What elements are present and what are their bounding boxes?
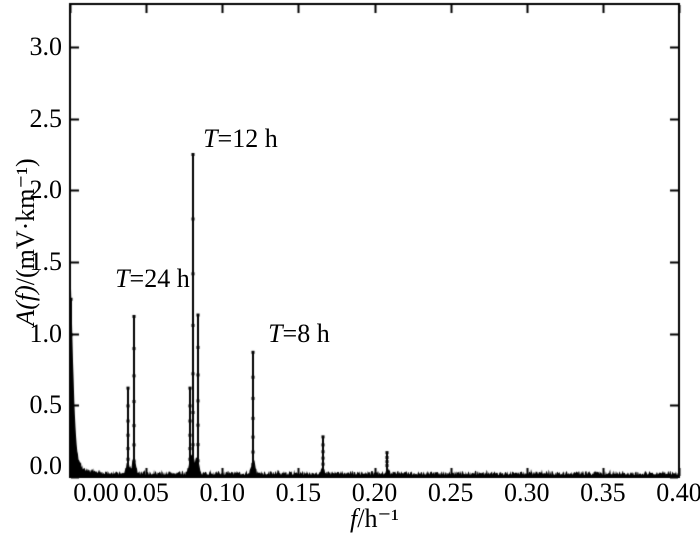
- y-axis-units: /(mV·km⁻¹): [11, 158, 40, 286]
- annotation-t12h: T=12 h: [203, 126, 278, 152]
- y-tick-label: 3.0: [29, 32, 63, 61]
- x-axis-variable: f: [350, 504, 358, 533]
- x-tick-label: 0.05: [123, 478, 169, 507]
- annotation-t8h-var: T: [268, 319, 283, 349]
- x-tick-label: 0.40: [656, 478, 700, 507]
- y-tick-label: 2.5: [29, 103, 63, 133]
- x-tick-label: 0.20: [351, 478, 398, 507]
- annotation-t8h: T=8 h: [268, 321, 330, 347]
- x-tick-label: 0.10: [199, 478, 246, 507]
- x-axis-title: f/h⁻¹: [70, 505, 679, 533]
- annotation-t24h: T=24 h: [115, 266, 190, 292]
- y-tick-label: 2.0: [29, 175, 63, 205]
- y-axis-title: A(f)/(mV·km⁻¹): [11, 92, 40, 392]
- x-tick-label: 0.15: [275, 478, 322, 507]
- x-tick-label: 0.35: [580, 478, 626, 507]
- annotation-t24h-var: T: [115, 264, 130, 294]
- y-tick-label: 0.0: [29, 451, 63, 480]
- y-tick-label: 0.5: [29, 390, 63, 420]
- annotation-t8h-text: =8 h: [282, 319, 330, 349]
- annotation-t12h-text: =12 h: [217, 124, 278, 154]
- annotation-t24h-text: =24 h: [129, 264, 190, 294]
- annotation-t12h-var: T: [203, 124, 218, 154]
- x-axis-units: /h⁻¹: [357, 504, 399, 533]
- x-tick-label: 0.25: [427, 478, 474, 507]
- y-tick-label: 1.0: [29, 318, 63, 348]
- y-axis-variable: A(f): [11, 285, 40, 326]
- y-tick-label: 1.5: [29, 247, 63, 276]
- x-tick-label: 0.00: [73, 478, 119, 507]
- x-tick-label: 0.30: [504, 478, 550, 507]
